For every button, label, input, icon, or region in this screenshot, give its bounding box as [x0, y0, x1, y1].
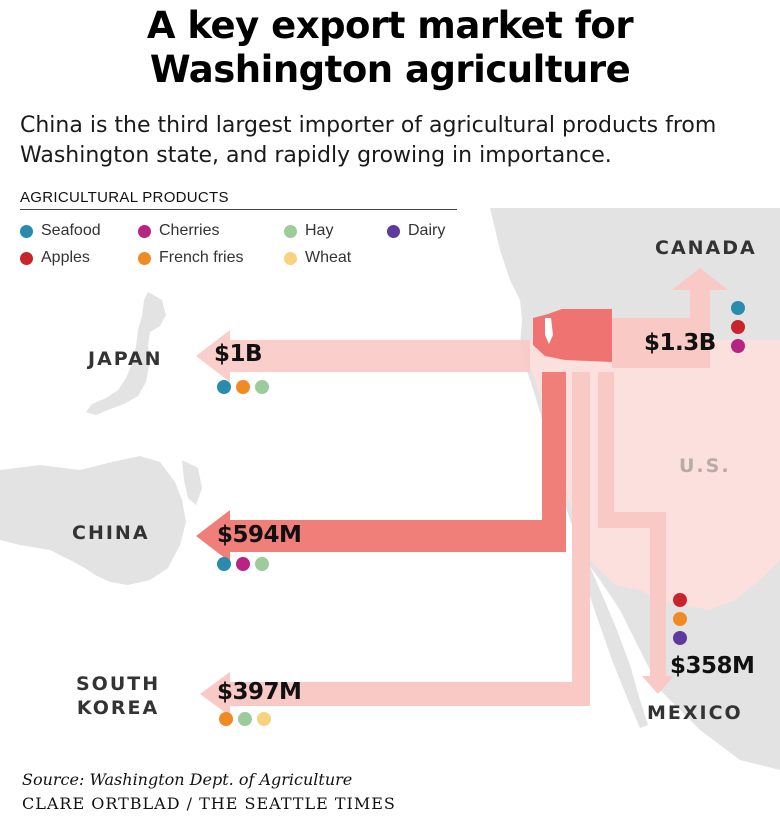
subtitle-line-2: Washington state, and rapidly growing in… — [20, 143, 612, 168]
credit-line: CLARE ORTBLAD / THE SEATTLE TIMES — [22, 794, 396, 813]
value-canada: $1.3B — [644, 330, 716, 356]
title-line-2: Washington agriculture — [149, 48, 631, 91]
value-japan: $1B — [214, 341, 263, 367]
label-mexico: MEXICO — [647, 702, 743, 724]
china-cherries-dot-icon — [236, 557, 250, 571]
korea-wheat-dot-icon — [257, 712, 271, 726]
legend-item-french-fries: French fries — [138, 248, 243, 268]
label-south-korea: SOUTH KOREA — [76, 673, 161, 719]
legend-item-cherries: Cherries — [138, 221, 219, 241]
korea-hay-dot-icon — [238, 712, 252, 726]
washington-state — [533, 309, 612, 362]
china-seafood-dot-icon — [217, 557, 231, 571]
china-land — [0, 456, 186, 585]
legend-item-seafood: Seafood — [20, 221, 101, 241]
arrow-mexico — [598, 372, 674, 694]
korea-french-fries-dot-icon — [219, 712, 233, 726]
china-hay-dot-icon — [255, 557, 269, 571]
seafood-dot-icon — [20, 224, 33, 238]
mexico-dairy-dot-icon — [673, 631, 687, 645]
canada-apples-dot-icon — [731, 320, 745, 334]
label-us: U.S. — [679, 455, 731, 477]
mexico-french-fries-dot-icon — [673, 612, 687, 626]
arrow-canada — [612, 268, 728, 368]
value-mexico: $358M — [670, 653, 755, 679]
japan-land — [86, 292, 166, 415]
japan-seafood-dot-icon — [217, 380, 231, 394]
french-fries-dot-icon — [138, 251, 151, 265]
subtitle-line-1: China is the third largest importer of a… — [20, 113, 717, 138]
source-note: Source: Washington Dept. of Agriculture — [22, 770, 353, 789]
arrow-china — [196, 372, 566, 562]
canada-seafood-dot-icon — [731, 301, 745, 315]
legend-item-wheat: Wheat — [284, 248, 351, 268]
legend-item-dairy: Dairy — [387, 221, 445, 241]
apples-dot-icon — [20, 251, 33, 265]
hay-dot-icon — [284, 224, 297, 238]
dairy-dot-icon — [387, 224, 400, 238]
arrow-japan — [196, 330, 530, 382]
japan-french-fries-dot-icon — [236, 380, 250, 394]
korea-land — [182, 460, 202, 505]
legend-heading: AGRICULTURAL PRODUCTS — [20, 189, 457, 210]
baja-california — [585, 555, 648, 728]
value-south-korea: $397M — [217, 679, 302, 705]
value-china: $594M — [217, 522, 302, 548]
label-china: CHINA — [72, 522, 150, 544]
cherries-dot-icon — [138, 224, 151, 238]
title-line-1: A key export market for — [146, 4, 634, 47]
legend-item-hay: Hay — [284, 221, 333, 241]
label-japan: JAPAN — [88, 348, 163, 370]
canada-cherries-dot-icon — [731, 339, 745, 353]
legend-item-apples: Apples — [20, 248, 90, 268]
label-canada: CANADA — [655, 237, 757, 259]
puget-sound — [545, 318, 553, 344]
mexico-apples-dot-icon — [673, 593, 687, 607]
wheat-dot-icon — [284, 251, 297, 265]
japan-hay-dot-icon — [255, 380, 269, 394]
